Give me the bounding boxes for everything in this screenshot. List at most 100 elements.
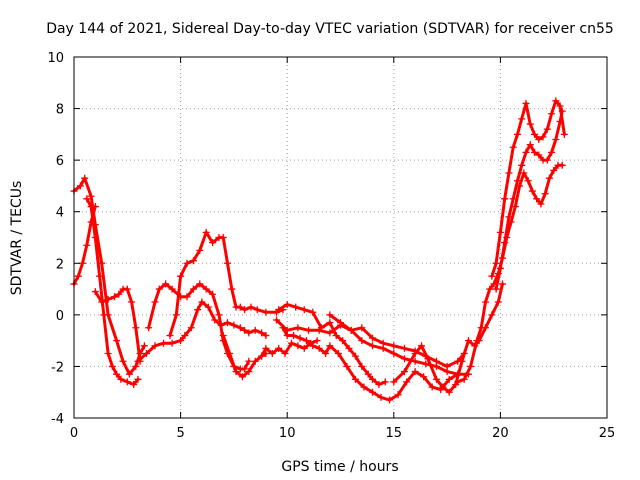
data-point: [326, 342, 334, 350]
data-point: [238, 373, 246, 381]
data-point: [241, 365, 249, 373]
data-point: [302, 337, 310, 345]
data-point: [513, 177, 521, 185]
data-point: [394, 391, 402, 399]
data-point: [524, 177, 532, 185]
data-point: [428, 383, 436, 391]
data-point: [496, 228, 504, 236]
data-point: [467, 362, 475, 370]
data-point: [74, 272, 82, 280]
data-point: [91, 203, 99, 211]
y-tick-label: 2: [56, 257, 64, 272]
data-point: [100, 311, 108, 319]
data-point: [98, 298, 106, 306]
data-point: [522, 148, 530, 156]
data-point: [104, 350, 112, 358]
data-point: [202, 285, 210, 293]
data-point: [492, 285, 500, 293]
data-point: [262, 344, 270, 352]
data-point: [132, 324, 140, 332]
data-point: [111, 293, 119, 301]
data-point: [464, 337, 472, 345]
x-tick-label: 20: [492, 426, 509, 441]
data-point: [224, 319, 232, 327]
data-point: [183, 293, 191, 301]
data-point: [531, 130, 539, 138]
data-point: [262, 331, 270, 339]
data-point: [294, 324, 302, 332]
data-point: [358, 362, 366, 370]
data-point: [204, 303, 212, 311]
data-point: [91, 234, 99, 241]
data-point: [196, 280, 204, 288]
data-point: [275, 306, 283, 314]
data-point: [326, 329, 334, 337]
data-point: [424, 355, 432, 363]
data-point: [194, 306, 202, 314]
data-point: [400, 368, 408, 376]
data-point: [360, 383, 368, 391]
data-point: [556, 117, 564, 125]
data-point: [375, 380, 383, 388]
data-point: [537, 200, 545, 208]
data-point: [300, 306, 308, 314]
data-point: [160, 339, 168, 347]
data-point: [177, 272, 185, 280]
data-point: [445, 375, 453, 383]
data-point: [219, 234, 227, 241]
data-point: [439, 383, 447, 391]
data-point: [411, 357, 419, 365]
data-point: [505, 169, 513, 177]
data-point: [134, 357, 142, 365]
data-point: [322, 350, 330, 358]
data-point: [539, 133, 547, 141]
data-point: [558, 107, 566, 115]
data-point: [294, 342, 302, 350]
data-point: [79, 259, 87, 267]
data-point: [548, 148, 556, 156]
data-point: [209, 239, 217, 247]
data-point: [172, 311, 180, 319]
y-tick-label: 4: [56, 206, 64, 221]
data-point: [347, 326, 355, 334]
data-point: [215, 311, 223, 319]
data-point: [460, 375, 468, 383]
axis-layer: 0 5 10 15 20 25 -4 -2 0 2 4 6 8 10: [47, 51, 615, 441]
series-line-16: [490, 99, 566, 278]
series-line-3: [93, 287, 142, 363]
data-point: [518, 161, 526, 169]
data-point: [247, 303, 255, 311]
data-point: [411, 368, 419, 376]
data-point: [337, 319, 344, 327]
data-point: [123, 378, 131, 386]
x-tick-label: 25: [599, 426, 616, 441]
data-point: [492, 259, 500, 267]
data-point: [496, 264, 504, 272]
data-point: [296, 334, 304, 342]
data-point: [390, 350, 398, 358]
y-tick-label: 0: [56, 309, 64, 324]
data-point: [390, 378, 398, 386]
data-point: [123, 285, 131, 293]
data-point: [364, 370, 372, 378]
data-point: [509, 195, 517, 203]
series-line-15: [456, 163, 564, 384]
data-point: [550, 166, 558, 174]
grid-layer: [74, 57, 607, 418]
data-point: [332, 331, 340, 339]
data-point: [400, 344, 408, 352]
data-point: [541, 190, 549, 198]
data-point: [281, 350, 289, 358]
data-point: [236, 324, 244, 332]
data-point: [494, 298, 502, 306]
data-point: [241, 306, 249, 314]
data-point: [315, 326, 323, 334]
data-point: [422, 360, 430, 368]
data-point: [140, 342, 148, 350]
data-point: [76, 182, 84, 190]
data-point: [351, 352, 359, 360]
data-point: [526, 120, 534, 128]
data-point: [189, 285, 197, 293]
data-point: [481, 298, 489, 306]
